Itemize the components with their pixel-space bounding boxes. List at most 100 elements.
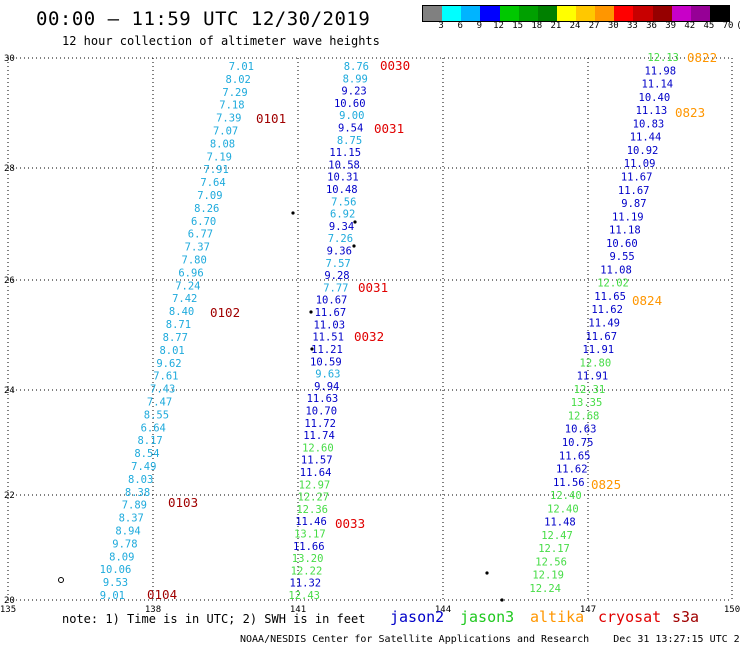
y-tick-label: 24 <box>4 386 15 396</box>
color-scale-swatch <box>556 6 576 21</box>
color-scale-swatch <box>614 6 634 21</box>
wave-height-value: 6.96 <box>178 267 203 279</box>
wave-height-value: 7.29 <box>222 87 247 99</box>
wave-height-value: 10.75 <box>562 437 594 449</box>
wave-height-value: 7.77 <box>323 282 348 294</box>
wave-height-value: 11.67 <box>585 331 617 343</box>
color-scale-label: 45 <box>703 21 715 31</box>
color-scale-label: 42 <box>684 21 696 31</box>
wave-height-value: 12.68 <box>568 410 600 422</box>
wave-height-value: 8.76 <box>344 61 369 73</box>
legend-item-cryosat: cryosat <box>598 608 662 626</box>
wave-height-value: 12.19 <box>532 570 564 582</box>
wave-height-value: 11.98 <box>644 65 676 77</box>
color-scale-swatch <box>709 6 729 21</box>
color-scale-swatch <box>423 6 443 21</box>
x-tick-label: 135 <box>0 605 16 615</box>
time-label: 0031 <box>374 121 404 136</box>
wave-height-value: 11.62 <box>591 304 623 316</box>
wave-height-value: 6.77 <box>188 229 213 241</box>
y-tick-label: 20 <box>4 596 15 606</box>
wave-height-value: 11.03 <box>313 319 345 331</box>
wave-height-value: 7.49 <box>131 461 156 473</box>
wave-height-value: 11.21 <box>311 344 343 356</box>
wave-height-value: 11.32 <box>290 578 322 590</box>
color-scale-label: 9 <box>476 21 483 31</box>
wave-height-value: 12.60 <box>302 442 334 454</box>
wave-height-value: 11.19 <box>612 211 644 223</box>
color-scale-label: 36 <box>646 21 657 31</box>
color-scale-label: 15 <box>512 21 524 31</box>
y-tick-label: 26 <box>4 276 15 286</box>
color-scale-label: 3 <box>438 21 444 31</box>
wave-height-value: 11.91 <box>582 344 614 356</box>
wave-height-value: 9.78 <box>112 538 137 550</box>
wave-height-value: 12.17 <box>538 543 570 555</box>
wave-height-value: 9.34 <box>329 221 354 233</box>
wave-height-value: 10.40 <box>639 92 671 104</box>
color-scale-swatch <box>499 6 519 21</box>
color-scale-swatch <box>480 6 500 21</box>
wave-height-value: 13.35 <box>571 397 603 409</box>
wave-height-value: 7.61 <box>153 371 178 383</box>
wave-height-value: 11.09 <box>624 158 656 170</box>
wave-height-value: 12.97 <box>299 479 331 491</box>
wave-height-value: 9.55 <box>609 251 634 263</box>
wave-height-value: 11.08 <box>600 264 632 276</box>
color-scale-swatch <box>690 6 710 21</box>
color-scale-label: 70 <box>722 21 734 31</box>
y-tick-label: 30 <box>4 54 15 64</box>
wave-height-value: 8.40 <box>169 306 194 318</box>
color-scale-label: 27 <box>588 21 600 31</box>
wave-height-value: 11.44 <box>630 132 662 144</box>
wave-height-value: 11.49 <box>588 318 620 330</box>
x-tick-label: 138 <box>145 605 161 615</box>
wave-height-value: 7.09 <box>197 190 222 202</box>
island-dot <box>309 310 313 314</box>
time-label: 0030 <box>380 58 410 73</box>
color-scale-swatch <box>537 6 557 21</box>
wave-height-value: 8.26 <box>194 203 219 215</box>
wave-height-value: 7.19 <box>207 151 232 163</box>
wave-height-value: 11.14 <box>641 79 673 91</box>
wave-height-value: 11.67 <box>621 171 653 183</box>
time-label: 0031 <box>358 280 388 295</box>
island-dot <box>291 211 295 215</box>
wave-height-value: 7.57 <box>325 258 350 270</box>
time-label: 0103 <box>168 495 198 510</box>
wave-height-value: 7.24 <box>175 280 200 292</box>
wave-height-value: 10.59 <box>310 356 342 368</box>
island-dot <box>310 347 314 351</box>
wave-height-value: 8.55 <box>144 409 169 421</box>
wave-height-value: 7.64 <box>200 177 225 189</box>
time-label: 0101 <box>256 111 286 126</box>
island-dot <box>353 220 357 224</box>
legend-item-jason2: jason2 <box>390 608 445 626</box>
color-scale-swatch <box>461 6 481 21</box>
wave-height-value: 8.01 <box>159 345 184 357</box>
wave-height-value: 9.54 <box>338 123 363 135</box>
wave-height-value: 7.91 <box>204 164 229 176</box>
island-dot <box>58 577 64 583</box>
color-scale-swatch <box>518 6 538 21</box>
wave-height-value: 7.37 <box>185 242 210 254</box>
wave-height-value: 9.63 <box>315 369 340 381</box>
wave-height-value: 9.00 <box>339 110 364 122</box>
color-scale-label: 6 <box>457 21 463 31</box>
wave-height-value: 11.62 <box>556 464 588 476</box>
wave-height-value: 12.56 <box>535 556 567 568</box>
legend-item-jason3: jason3 <box>460 608 515 626</box>
wave-height-value: 11.74 <box>303 430 335 442</box>
x-tick-label: 150 <box>724 605 740 615</box>
wave-height-value: 6.92 <box>330 209 355 221</box>
wave-height-value: 11.66 <box>293 541 325 553</box>
wave-height-value: 6.70 <box>191 216 216 228</box>
wave-height-value: 11.64 <box>300 467 332 479</box>
wave-height-value: 11.56 <box>553 477 585 489</box>
time-label: 0822 <box>687 50 717 65</box>
wave-height-value: 11.57 <box>301 455 333 467</box>
wave-height-value: 7.43 <box>150 384 175 396</box>
wave-height-value: 7.18 <box>219 100 244 112</box>
wave-height-value: 11.65 <box>594 291 626 303</box>
wave-height-value: 7.26 <box>328 233 353 245</box>
